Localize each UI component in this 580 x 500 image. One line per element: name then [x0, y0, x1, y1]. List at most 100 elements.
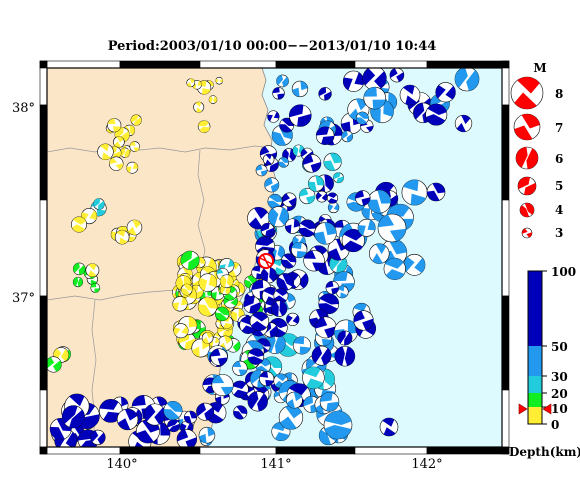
focal-mechanism-319: [196, 402, 215, 421]
focal-mechanism-231: [362, 68, 387, 91]
focal-mechanism-194: [298, 219, 317, 238]
focal-mechanism-92: [126, 161, 139, 174]
focal-mechanism-162: [255, 164, 268, 177]
mechanisms-layer: [47, 68, 480, 447]
lon-label-142: 142°: [411, 457, 442, 472]
map-area: [47, 68, 502, 447]
focal-mechanism-99: [93, 198, 105, 210]
focal-mechanism-166: [302, 154, 322, 173]
focal-mechanism-118: [215, 76, 224, 85]
frame-segment: [275, 60, 356, 69]
frame-segment: [426, 60, 503, 69]
focal-mechanism-212: [284, 218, 301, 234]
focal-mechanism-74: [214, 306, 230, 322]
focal-mechanism-203: [281, 253, 297, 269]
frame-segment: [39, 446, 48, 455]
focal-mechanism-209: [260, 267, 277, 284]
focal-mechanism-310: [116, 408, 139, 431]
frame-segment: [426, 446, 503, 455]
frame-segment: [39, 104, 48, 201]
focal-mechanism-96: [109, 156, 124, 171]
focal-mechanism-214: [403, 253, 426, 276]
focal-mechanism-139: [355, 111, 369, 125]
focal-mechanism-197: [268, 206, 290, 228]
lon-label-140: 140°: [106, 457, 137, 472]
focal-mechanism-208: [291, 241, 308, 259]
frame-segment: [39, 60, 48, 69]
depth-axis-title: Depth(km): [509, 445, 580, 459]
focal-mechanism-65: [201, 332, 214, 344]
focal-mechanism-121: [208, 95, 218, 104]
focal-mechanism-south-large: [323, 410, 353, 440]
magnitude-ball-3: [521, 227, 533, 239]
focal-mechanism-62: [180, 283, 193, 296]
focal-mechanism-64: [198, 273, 218, 292]
magnitude-header: M: [533, 61, 546, 75]
focal-mechanism-94: [119, 147, 131, 158]
focal-mechanism-288: [211, 374, 234, 397]
focal-mechanism-130: [341, 130, 354, 143]
focal-mechanism-167: [307, 175, 325, 192]
map-frame: [39, 60, 510, 455]
frame-segment: [119, 60, 201, 69]
focal-mechanism-237: [389, 68, 405, 83]
frame-segment: [199, 60, 277, 69]
focal-mechanism-278: [210, 348, 228, 366]
focal-mechanism-200: [325, 280, 340, 295]
focal-mechanism-152: [278, 156, 289, 168]
frame-segment: [501, 104, 510, 201]
magnitude-label-8: 8: [555, 87, 563, 101]
focal-mechanism-143: [289, 104, 312, 127]
focal-mechanism-101: [71, 216, 87, 233]
focal-mechanism-134: [318, 87, 332, 101]
magnitude-ball-6: [515, 146, 539, 170]
depth-colorbar: 100 50 30 20 10 0 Depth(km): [509, 265, 580, 459]
frame-segment: [501, 60, 510, 69]
focal-mechanism-341: [286, 312, 300, 326]
focal-mechanism-239: [363, 86, 386, 110]
focal-mechanism-150: [326, 192, 339, 204]
focal-mechanism-165: [299, 187, 316, 205]
focal-mechanism-164: [267, 193, 283, 209]
depth-tick-30: 30: [551, 370, 568, 384]
focal-mechanism-318: [163, 400, 183, 420]
focal-mechanism-93: [129, 141, 141, 152]
focal-mechanism-158: [323, 152, 342, 171]
focal-mechanism-54: [172, 296, 188, 312]
focal-mechanism-88: [113, 136, 125, 148]
focal-mechanism-280: [233, 405, 248, 420]
focal-mechanism-159: [281, 192, 297, 208]
focal-mechanism-343: [243, 296, 261, 314]
focal-mechanism-111: [85, 263, 100, 278]
focal-mechanism-328: [285, 391, 303, 409]
focal-mechanism-157: [316, 190, 328, 203]
focal-mechanism-large-ne: [454, 68, 480, 92]
frame-segment: [501, 67, 510, 106]
depth-tick-10: 10: [551, 402, 568, 416]
focal-mechanism-356: [311, 345, 332, 366]
magnitude-label-6: 6: [555, 152, 563, 166]
focal-mechanism-97: [97, 143, 114, 161]
magnitude-ball-7: [513, 113, 541, 141]
frame-segment: [39, 199, 48, 297]
map-title: Period:2003/01/10 00:00−−2013/01/10 10:4…: [108, 39, 437, 54]
current-depth-marker-icon: [518, 403, 552, 415]
frame-segment: [501, 389, 510, 448]
magnitude-ball-4: [519, 202, 535, 218]
frame-segment: [39, 67, 48, 106]
depth-tick-50: 50: [551, 340, 568, 354]
map-border: [46, 67, 503, 448]
focal-mechanism-140: [272, 87, 285, 100]
focal-mechanism-307: [61, 405, 85, 429]
frame-segment: [501, 295, 510, 391]
focal-mechanism-large-e: [399, 84, 421, 106]
focal-mechanism-179: [329, 254, 348, 273]
frame-segment: [354, 446, 428, 455]
focal-mechanism-227: [367, 189, 392, 214]
focal-mechanism-offshore: [426, 182, 446, 202]
depth-band-0-10: [528, 407, 542, 424]
focal-mechanism-233: [454, 114, 473, 133]
focal-mechanism-148: [264, 177, 280, 193]
focal-mechanism-131: [267, 110, 280, 123]
